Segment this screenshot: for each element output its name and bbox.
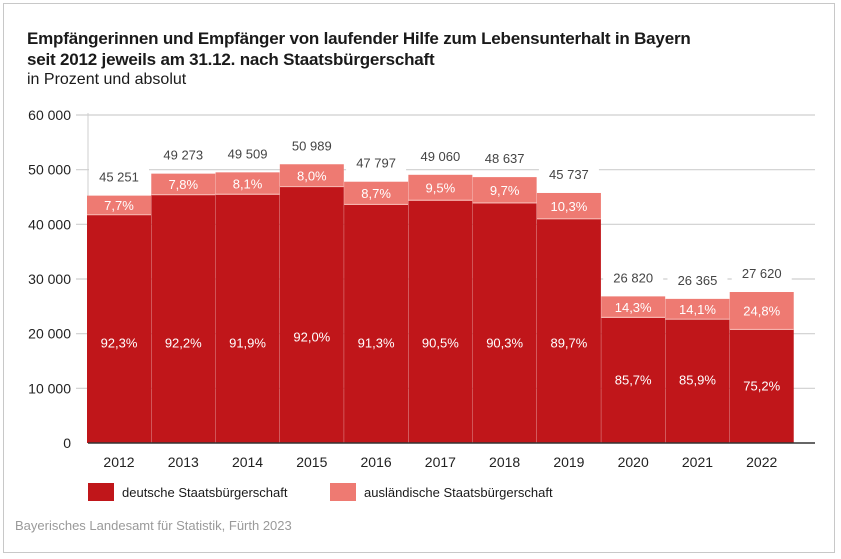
percent-label-deutsche: 90,5%	[422, 336, 459, 351]
total-label: 47 797	[356, 156, 396, 171]
x-tick-label: 2015	[296, 454, 327, 470]
total-label-background	[346, 153, 407, 172]
y-tick-label: 60 000	[28, 107, 71, 123]
total-label-background	[731, 264, 792, 283]
percent-label-auslaendische: 10,3%	[550, 199, 587, 214]
total-label: 49 509	[228, 146, 268, 161]
y-tick-label: 30 000	[28, 271, 71, 287]
bar-segment-deutsche	[279, 186, 344, 443]
percent-label-auslaendische: 8,0%	[297, 168, 327, 183]
percent-label-deutsche: 91,9%	[229, 336, 266, 351]
percent-label-deutsche: 92,2%	[165, 336, 202, 351]
x-tick-label: 2012	[103, 454, 134, 470]
legend-swatch-auslaendische	[330, 483, 356, 501]
bar-segment-auslaendische	[472, 177, 537, 203]
total-label: 48 637	[485, 151, 525, 166]
bar-segment-deutsche	[665, 319, 730, 443]
total-label: 50 989	[292, 138, 332, 153]
percent-label-auslaendische: 8,7%	[361, 186, 391, 201]
bar-segment-auslaendische	[408, 174, 473, 201]
y-tick-label: 10 000	[28, 380, 71, 396]
x-tick-label: 2018	[489, 454, 520, 470]
bar-segment-deutsche	[87, 214, 151, 443]
title-line-1: Empfängerinnen und Empfänger von laufend…	[27, 29, 691, 48]
total-label-background	[667, 270, 728, 289]
title-line-2: seit 2012 jeweils am 31.12. nach Staatsb…	[27, 50, 435, 69]
x-tick-label: 2021	[682, 454, 713, 470]
chart-subtitle: in Prozent und absolut	[27, 71, 187, 88]
total-label-background	[217, 144, 278, 163]
bar-segment-deutsche	[215, 194, 280, 443]
chart-title: Empfängerinnen und Empfänger von laufend…	[27, 28, 691, 70]
y-tick-label: 20 000	[28, 326, 71, 342]
bar-segment-auslaendische	[729, 292, 794, 330]
legend-item-deutsche: deutsche Staatsbürgerschaft	[88, 483, 288, 501]
x-tick-label: 2019	[553, 454, 584, 470]
y-tick-label: 50 000	[28, 162, 71, 178]
percent-label-auslaendische: 8,1%	[233, 176, 263, 191]
percent-label-deutsche: 75,2%	[743, 378, 780, 393]
percent-label-deutsche: 92,3%	[101, 336, 138, 351]
total-label-background	[89, 167, 149, 186]
percent-label-auslaendische: 9,5%	[426, 181, 456, 196]
legend-item-auslaendische: ausländische Staatsbürgerschaft	[330, 483, 553, 501]
y-tick-label: 0	[63, 435, 71, 451]
total-label: 26 820	[613, 270, 653, 285]
percent-label-auslaendische: 7,8%	[168, 177, 198, 192]
percent-label-auslaendische: 7,7%	[104, 198, 134, 213]
percent-label-deutsche: 89,7%	[550, 336, 587, 351]
legend-swatch-deutsche	[88, 483, 114, 501]
total-label: 27 620	[742, 266, 782, 281]
legend-label-deutsche: deutsche Staatsbürgerschaft	[122, 484, 288, 500]
bar-segment-auslaendische	[665, 298, 730, 320]
percent-label-deutsche: 92,0%	[293, 330, 330, 345]
percent-label-auslaendische: 24,8%	[743, 304, 780, 319]
bar-segment-auslaendische	[215, 172, 280, 195]
total-label-background	[281, 136, 342, 155]
x-tick-label: 2013	[168, 454, 199, 470]
bar-segment-deutsche	[408, 200, 473, 443]
percent-label-auslaendische: 14,3%	[615, 300, 652, 315]
bar-segment-deutsche	[536, 218, 601, 443]
total-label-background	[410, 146, 471, 165]
total-label-background	[153, 145, 214, 164]
bar-segment-deutsche	[344, 204, 409, 443]
bar-segment-auslaendische	[279, 164, 344, 187]
x-tick-label: 2014	[232, 454, 263, 470]
bar-segment-deutsche	[601, 317, 666, 443]
x-tick-label: 2022	[746, 454, 777, 470]
total-label: 45 251	[99, 170, 139, 185]
bar-segment-deutsche	[151, 194, 216, 443]
bar-segment-auslaendische	[151, 173, 216, 195]
total-label: 49 060	[420, 149, 460, 164]
x-tick-label: 2016	[361, 454, 392, 470]
total-label-background	[474, 149, 535, 168]
x-tick-label: 2017	[425, 454, 456, 470]
percent-label-deutsche: 90,3%	[486, 336, 523, 351]
percent-label-auslaendische: 9,7%	[490, 183, 520, 198]
legend-label-auslaendische: ausländische Staatsbürgerschaft	[364, 484, 553, 500]
source-note: Bayerisches Landesamt für Statistik, Für…	[15, 518, 292, 533]
bar-segment-deutsche	[729, 329, 794, 443]
total-label: 49 273	[163, 148, 203, 163]
percent-label-deutsche: 85,9%	[679, 372, 716, 387]
bar-segment-auslaendische	[344, 181, 409, 205]
bar-segment-auslaendische	[87, 195, 151, 215]
percent-label-deutsche: 85,7%	[615, 372, 652, 387]
total-label-background	[538, 164, 599, 183]
y-tick-label: 40 000	[28, 216, 71, 232]
percent-label-auslaendische: 14,1%	[679, 302, 716, 317]
total-label: 26 365	[678, 273, 718, 288]
x-tick-label: 2020	[618, 454, 649, 470]
total-label: 45 737	[549, 167, 589, 182]
total-label-background	[603, 268, 664, 287]
percent-label-deutsche: 91,3%	[358, 336, 395, 351]
bar-segment-auslaendische	[536, 192, 601, 219]
bar-segment-deutsche	[472, 202, 537, 443]
bar-segment-auslaendische	[601, 296, 666, 318]
